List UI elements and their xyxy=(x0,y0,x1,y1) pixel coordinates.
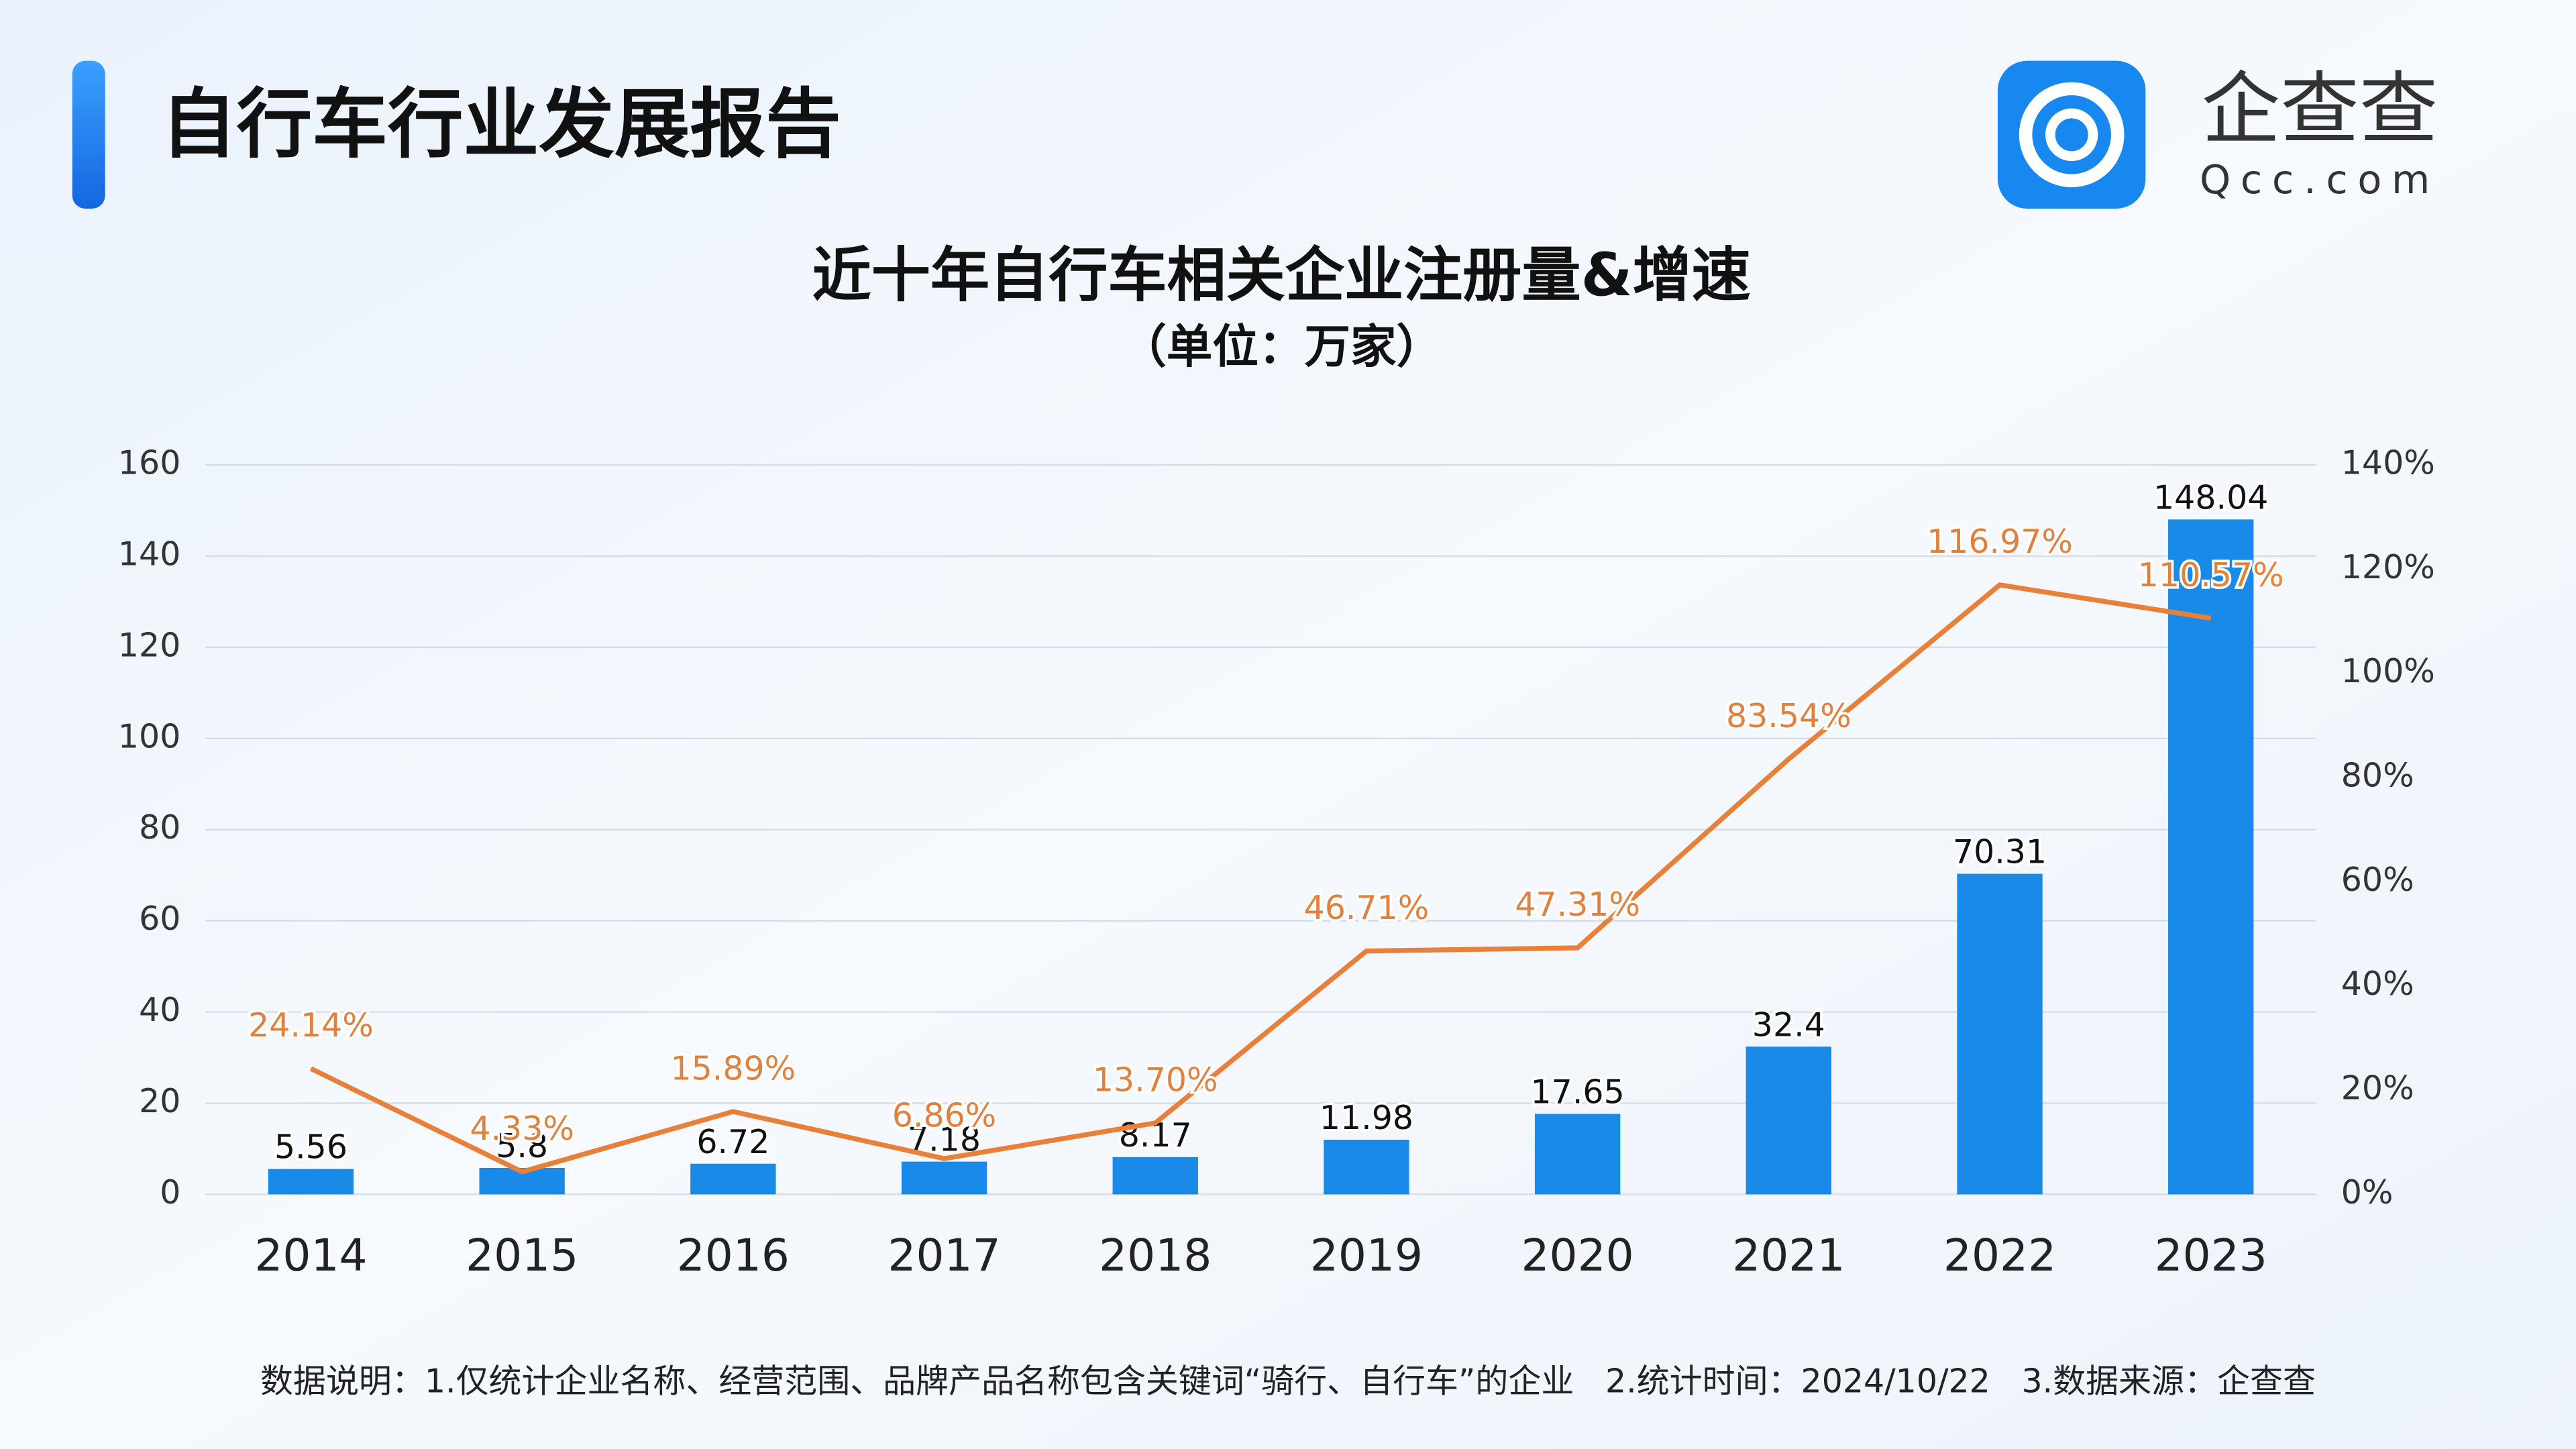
y-tick-label: 140 xyxy=(118,535,180,573)
line-label: 4.33% xyxy=(470,1110,574,1148)
line-label: 46.71% xyxy=(1304,889,1430,927)
x-tick-label: 2020 xyxy=(1521,1230,1634,1281)
line-label: 110.57% xyxy=(2138,556,2284,594)
bar-label: 70.31 xyxy=(1953,833,2047,871)
y2-tick-label: 0% xyxy=(2341,1173,2394,1212)
bar xyxy=(1957,873,2043,1195)
y2-tick-label: 20% xyxy=(2341,1069,2414,1108)
bar xyxy=(1534,1114,1621,1195)
bar-label: 11.98 xyxy=(1320,1099,1413,1137)
line-label: 6.86% xyxy=(892,1096,997,1134)
bar xyxy=(1324,1139,1409,1195)
bar xyxy=(1112,1157,1198,1195)
bar xyxy=(268,1169,354,1195)
line-label: 13.70% xyxy=(1093,1061,1218,1099)
y2-tick-label: 100% xyxy=(2341,652,2435,690)
bar xyxy=(690,1163,776,1195)
y-tick-label: 20 xyxy=(139,1082,180,1120)
x-tick-label: 2019 xyxy=(1310,1230,1423,1281)
x-tick-label: 2023 xyxy=(2155,1230,2267,1281)
y2-tick-label: 120% xyxy=(2341,548,2435,586)
y-tick-label: 100 xyxy=(118,717,180,755)
y2-tick-label: 60% xyxy=(2341,861,2414,899)
bar-label: 6.72 xyxy=(696,1123,769,1161)
y-tick-label: 60 xyxy=(139,900,180,938)
x-tick-label: 2017 xyxy=(888,1230,1000,1281)
y-tick-label: 160 xyxy=(118,444,180,482)
logo-ring xyxy=(2019,82,2125,188)
y-tick-label: 120 xyxy=(118,626,180,664)
logo-ring-inner xyxy=(2045,108,2098,161)
chart-title: 近十年自行车相关企业注册量&增速 xyxy=(812,241,1751,310)
y2-tick-label: 140% xyxy=(2341,444,2435,482)
y2-tick-label: 40% xyxy=(2341,965,2414,1003)
y-tick-label: 80 xyxy=(139,808,180,847)
page-title: 自行车行业发展报告 xyxy=(161,80,841,168)
bar xyxy=(2168,519,2254,1195)
title-accent xyxy=(72,60,105,209)
line-label: 83.54% xyxy=(1726,697,1851,735)
x-tick-label: 2022 xyxy=(1943,1230,2056,1281)
bar xyxy=(901,1161,987,1195)
x-tick-label: 2021 xyxy=(1732,1230,1845,1281)
bar-label: 32.4 xyxy=(1752,1006,1825,1044)
line-label: 24.14% xyxy=(248,1006,374,1044)
y2-tick-label: 80% xyxy=(2341,757,2414,795)
bar-label: 5.56 xyxy=(274,1128,347,1167)
y-tick-label: 40 xyxy=(139,991,180,1029)
chart-subtitle: （单位：万家） xyxy=(1120,321,1442,374)
x-tick-label: 2016 xyxy=(677,1230,790,1281)
line-label: 15.89% xyxy=(670,1049,796,1087)
line-label: 47.31% xyxy=(1515,885,1640,924)
y-tick-label: 0 xyxy=(160,1173,180,1212)
line-label: 116.97% xyxy=(1927,523,2073,561)
bar-label: 148.04 xyxy=(2153,478,2268,517)
x-tick-label: 2015 xyxy=(466,1230,578,1281)
line xyxy=(309,582,2212,1175)
logo-text: 企查查 xyxy=(2202,64,2438,156)
x-tick-label: 2014 xyxy=(254,1230,367,1281)
bar xyxy=(1746,1046,1831,1195)
footnote: 数据说明：1.仅统计企业名称、经营范围、品牌产品名称包含关键词“骑行、自行车”的… xyxy=(260,1362,2316,1401)
x-tick-label: 2018 xyxy=(1099,1230,1212,1281)
bar-label: 17.65 xyxy=(1531,1073,1625,1112)
logo-url: Qcc.com xyxy=(2200,156,2440,203)
